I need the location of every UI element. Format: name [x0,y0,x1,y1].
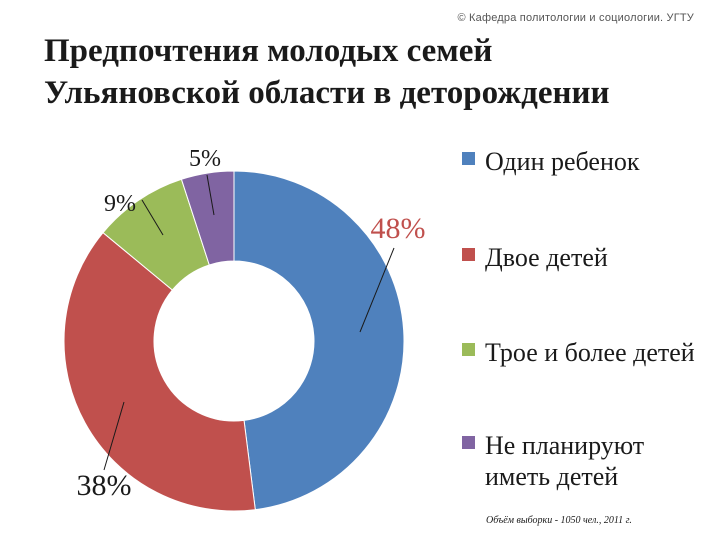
legend-label-three-plus-children: Трое и более детей [485,338,695,367]
legend-item-one-child: Один ребенок [462,146,695,177]
slice-no-children [180,170,235,266]
data-label-two-children: 38% [77,469,132,502]
legend-item-three-plus-children: Трое и более детей [462,337,695,368]
legend-swatch-three-plus-children [462,343,475,356]
legend-swatch-two-children [462,248,475,261]
title-line-1: Предпочтения молодых семей [44,33,493,69]
legend-swatch-one-child [462,152,475,165]
sample-size-footnote: Объём выборки - 1050 чел., 2011 г. [486,515,632,526]
leader-line-two-children [103,401,125,471]
legend-item-no-children: Не планируют иметь детей [462,430,695,492]
leader-line-three-plus-children [141,199,164,236]
slice-two-children [63,231,256,512]
legend-swatch-no-children [462,436,475,449]
slice-one-child [233,170,405,511]
page-title: Предпочтения молодых семей Ульяновской о… [44,30,610,114]
chart-data-labels: 48% 38% 9% 5% [77,146,426,502]
legend-item-two-children: Двое детей [462,242,695,273]
chart-slices [63,170,405,512]
leader-line-one-child [359,247,395,333]
data-label-no-children: 5% [189,146,221,172]
leader-line-no-children [206,174,215,216]
copyright-note: © Кафедра политологии и социологии. УГТУ [457,12,694,24]
title-line-2: Ульяновской области в деторождении [44,75,610,111]
legend-label-one-child: Один ребенок [485,147,640,176]
data-label-three-plus-children: 9% [104,191,136,217]
data-label-one-child: 48% [371,212,426,245]
legend-label-no-children: Не планируют иметь детей [485,431,645,491]
chart-leader-lines [103,174,395,471]
legend-label-two-children: Двое детей [485,243,608,272]
